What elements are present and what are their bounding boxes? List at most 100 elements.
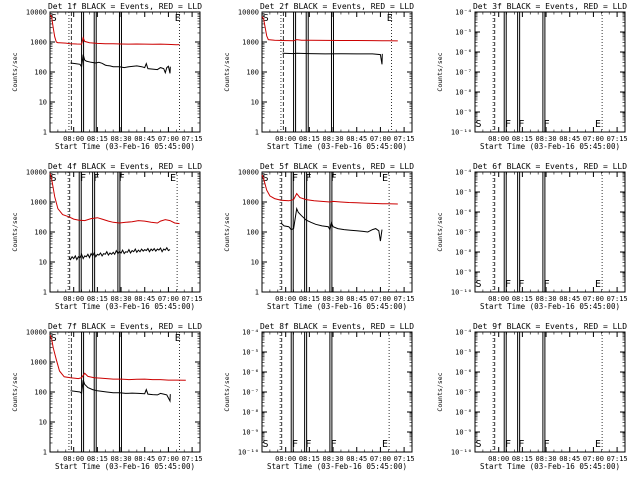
panel-title: Det 1f BLACK = Events, RED = LLD (48, 2, 202, 11)
event-marker: F (505, 439, 511, 450)
event-marker: F (80, 173, 86, 184)
y-tick-label: 10⁻⁵ (455, 29, 472, 37)
x-axis-label: Start Time (03-Feb-16 05:45:00) (267, 142, 407, 151)
event-rate-line (282, 52, 383, 65)
y-tick-label: 10⁻¹⁰ (451, 289, 472, 297)
y-tick-label: 10⁻⁹ (455, 109, 472, 117)
y-tick-label: 10⁻⁶ (455, 49, 472, 57)
y-tick-label: 1 (43, 449, 47, 457)
x-tick-label: 08:00 (275, 135, 296, 143)
x-tick-label: 08:45 (346, 455, 367, 463)
x-tick-label: 08:30 (323, 455, 344, 463)
event-marker: F (292, 173, 298, 184)
y-tick-label: 10000 (238, 169, 259, 177)
panel-det9f: Det 9f BLACK = Events, RED = LLD 10⁻¹⁰ 10⁻… (436, 322, 628, 471)
event-marker: E (170, 173, 176, 184)
x-tick-label: 08:45 (346, 135, 367, 143)
y-tick-label: 100 (246, 229, 259, 237)
event-marker: F (331, 439, 337, 450)
event-marker: S (51, 333, 57, 344)
x-tick-label: 07:00 (158, 135, 179, 143)
y-tick-label: 10⁻⁸ (455, 409, 472, 417)
event-rate-line (70, 379, 171, 403)
y-tick-label: 10⁻⁹ (455, 429, 472, 437)
x-tick-label: 08:15 (512, 295, 533, 303)
y-tick-label: 100 (34, 229, 47, 237)
event-marker: F (518, 439, 524, 450)
y-tick-label: 10000 (238, 9, 259, 17)
y-tick-label: 10000 (26, 169, 47, 177)
event-marker: F (544, 119, 550, 130)
x-tick-label: 07:15 (394, 295, 415, 303)
panel-det2f: Det 2f BLACK = Events, RED = LLD 1 10 100 10… (223, 2, 415, 151)
event-marker: E (387, 13, 393, 24)
x-axis-label: Start Time (03-Feb-16 05:45:00) (55, 302, 195, 311)
x-tick-label: 08:00 (63, 135, 84, 143)
event-marker: E (382, 439, 388, 450)
x-tick-label: 07:00 (583, 135, 604, 143)
x-tick-label: 08:15 (512, 455, 533, 463)
panel-title: Det 9f BLACK = Events, RED = LLD (473, 322, 627, 331)
lld-rate-line (49, 173, 180, 225)
y-axis-label: Counts/sec (223, 212, 231, 251)
x-tick-label: 08:15 (87, 135, 108, 143)
x-tick-label: 08:15 (512, 135, 533, 143)
event-marker: S (50, 173, 56, 184)
lld-rate-line (49, 14, 180, 46)
panel-det1f: Det 1f BLACK = Events, RED = LLD 1 10 100 10… (11, 2, 203, 151)
y-tick-label: 1000 (30, 359, 47, 367)
event-rate-line (68, 246, 171, 261)
panel-title: Det 4f BLACK = Events, RED = LLD (48, 162, 202, 171)
plot-frame (261, 11, 413, 133)
y-tick-label: 10⁻⁶ (455, 209, 472, 217)
event-marker: F (544, 439, 550, 450)
x-tick-label: 07:15 (607, 455, 628, 463)
x-tick-label: 07:00 (158, 455, 179, 463)
x-tick-label: 08:45 (134, 455, 155, 463)
y-tick-label: 1000 (30, 199, 47, 207)
x-tick-label: 08:15 (299, 455, 320, 463)
x-tick-label: 07:15 (394, 455, 415, 463)
x-axis-label: Start Time (03-Feb-16 05:45:00) (480, 462, 620, 471)
plot-frame (49, 11, 201, 133)
lld-rate-line (261, 174, 398, 205)
y-tick-label: 10⁻⁸ (242, 409, 259, 417)
plot-frame (49, 331, 201, 453)
y-tick-label: 10⁻⁵ (455, 349, 472, 357)
event-marker: S (262, 173, 268, 184)
panel-det8f: Det 8f BLACK = Events, RED = LLD 10⁻¹⁰ 10⁻… (223, 322, 415, 471)
x-tick-label: 07:15 (182, 455, 203, 463)
y-tick-label: 10⁻⁷ (455, 389, 472, 397)
lld-rate-line (49, 334, 186, 381)
y-tick-label: 100 (34, 389, 47, 397)
x-tick-label: 07:00 (583, 295, 604, 303)
x-tick-label: 08:30 (536, 295, 557, 303)
x-tick-label: 08:30 (323, 135, 344, 143)
y-tick-label: 10⁻⁷ (455, 69, 472, 77)
x-tick-label: 08:45 (559, 135, 580, 143)
y-tick-label: 10⁻⁴ (455, 329, 472, 337)
y-tick-label: 10 (39, 419, 47, 427)
y-axis-label: Counts/sec (436, 372, 444, 411)
event-rate-line (70, 54, 171, 75)
y-axis-label: Counts/sec (223, 372, 231, 411)
event-marker: S (262, 439, 268, 450)
y-tick-label: 10 (251, 99, 259, 107)
panel-det4f: Det 4f BLACK = Events, RED = LLD 1 10 100 10… (11, 162, 203, 311)
event-marker: F (331, 173, 337, 184)
x-tick-label: 07:00 (370, 295, 391, 303)
event-marker: F (292, 439, 298, 450)
x-axis-label: Start Time (03-Feb-16 05:45:00) (55, 462, 195, 471)
x-tick-label: 08:45 (559, 295, 580, 303)
x-tick-label: 08:30 (111, 295, 132, 303)
y-tick-label: 1000 (242, 199, 259, 207)
y-tick-label: 10⁻⁷ (455, 229, 472, 237)
y-tick-label: 10⁻¹⁰ (451, 129, 472, 137)
event-marker: S (475, 119, 481, 130)
x-tick-label: 07:15 (182, 135, 203, 143)
y-tick-label: 10 (39, 259, 47, 267)
event-marker: F (305, 439, 311, 450)
x-tick-label: 07:00 (158, 295, 179, 303)
x-tick-label: 07:15 (607, 295, 628, 303)
